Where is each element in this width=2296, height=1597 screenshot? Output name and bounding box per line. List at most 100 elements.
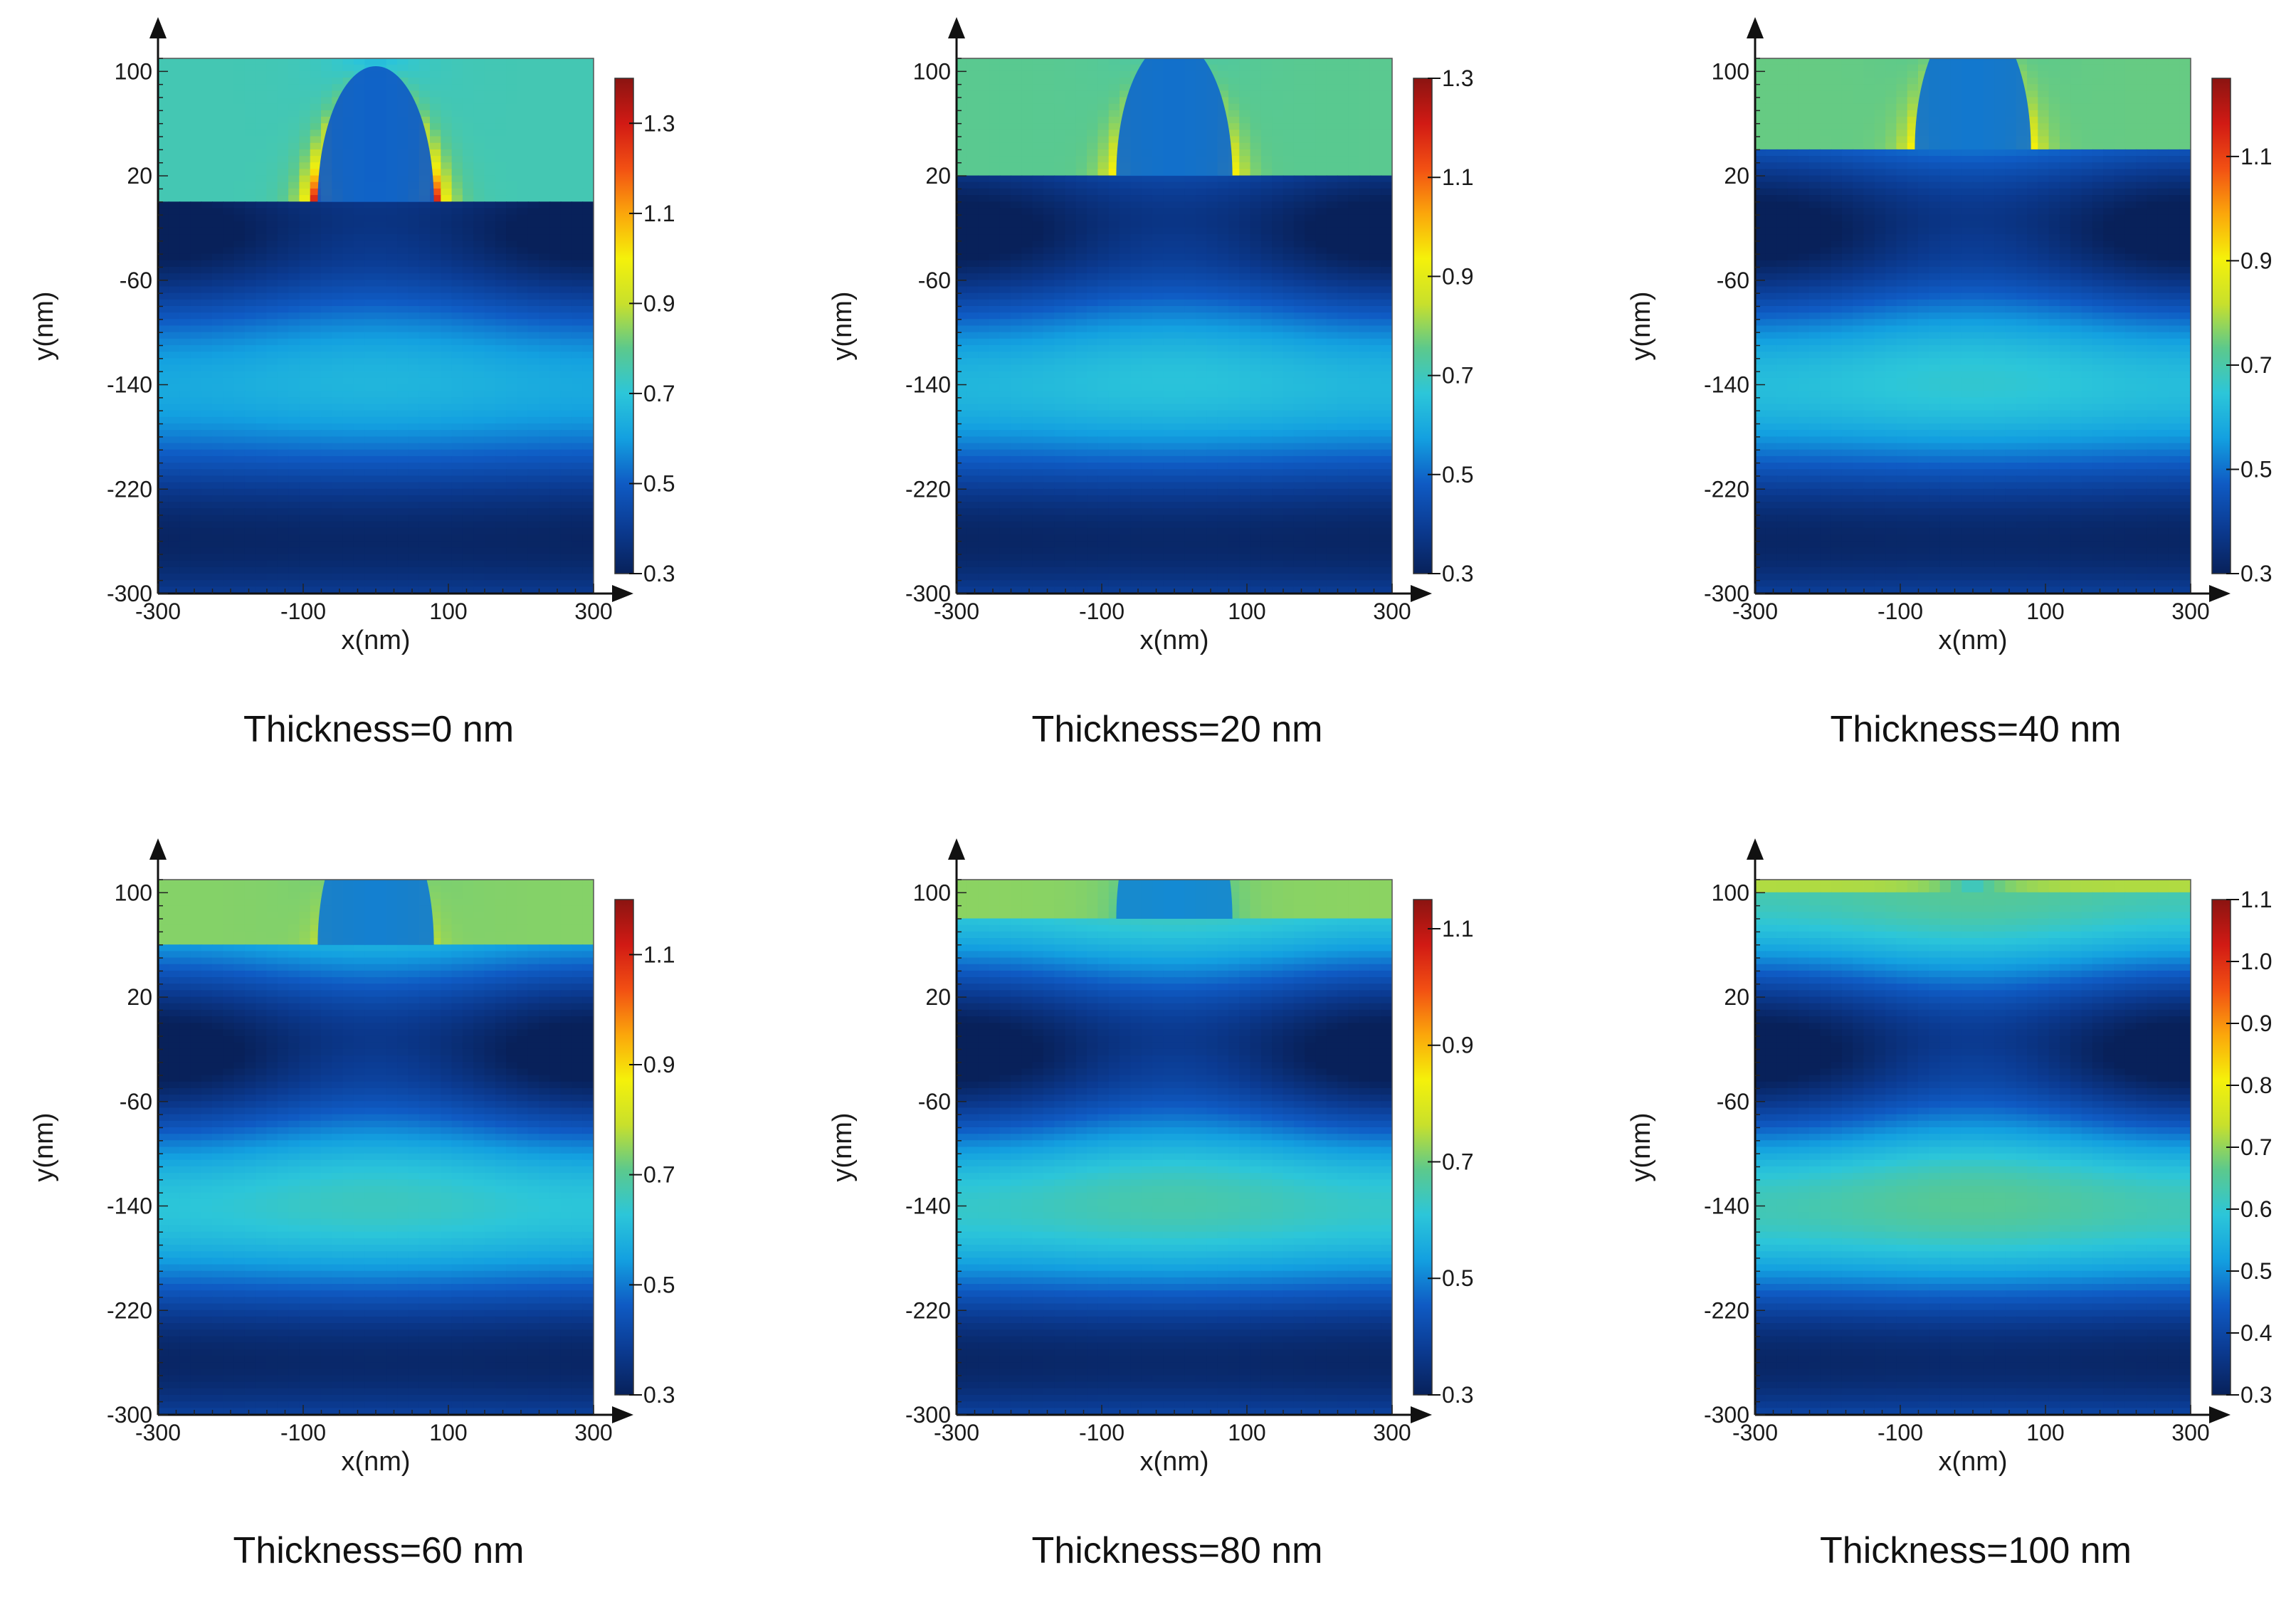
y-tick-label: -140	[107, 372, 152, 398]
y-axis-label: y(nm)	[1626, 291, 1656, 360]
y-axis-arrow-icon	[149, 838, 167, 860]
x-tick-label: 300	[2171, 1420, 2209, 1445]
x-tick-label: -300	[135, 1420, 181, 1445]
colorbar-tick-label: 1.1	[2240, 144, 2272, 169]
y-tick-label: -140	[1704, 1193, 1749, 1219]
colorbar-tick-label: 0.5	[2240, 1258, 2272, 1284]
y-tick-label: -140	[905, 1193, 951, 1219]
nanoparticle	[1116, 880, 1233, 919]
colorbar	[2211, 78, 2231, 574]
x-tick-label: -100	[280, 599, 326, 624]
colorbar-tick-label: 0.3	[643, 1382, 675, 1408]
y-tick-label: -220	[1704, 476, 1749, 502]
y-tick-label: -220	[905, 476, 951, 502]
nanoparticle	[1116, 58, 1233, 176]
colorbar	[1413, 78, 1433, 574]
x-axis-arrow-icon	[612, 585, 633, 602]
x-axis-label: x(nm)	[1938, 1447, 2007, 1477]
nanoparticle	[317, 880, 434, 945]
colorbar-tick-label: 0.7	[2240, 352, 2272, 378]
x-axis-label: x(nm)	[341, 626, 410, 655]
y-tick-label: -300	[905, 1402, 951, 1428]
colorbar-tick-label: 1.3	[1442, 65, 1473, 91]
colorbar-tick-label: 0.4	[2240, 1320, 2272, 1346]
y-tick-label: -220	[107, 476, 152, 502]
y-axis-label: y(nm)	[828, 1112, 858, 1181]
x-tick-label: 100	[429, 599, 467, 624]
colorbar-tick-label: 0.5	[643, 470, 675, 496]
x-axis-label: x(nm)	[1139, 626, 1208, 655]
colorbar-tick-label: 0.5	[643, 1272, 675, 1297]
y-tick-label: -300	[107, 581, 152, 606]
nanoparticle	[1915, 58, 2031, 150]
x-tick-label: -300	[135, 599, 181, 624]
colorbar-tick-label: 0.3	[1442, 1382, 1473, 1408]
colorbar-tick-label: 0.7	[643, 1162, 675, 1188]
panel-caption: Thickness=80 nm	[1032, 1530, 1323, 1571]
colorbar-tick-label: 0.5	[1442, 462, 1473, 487]
colorbar-tick-label: 1.1	[1442, 916, 1473, 942]
heatmap-field	[1755, 880, 2191, 1415]
panel-caption: Thickness=0 nm	[243, 709, 514, 750]
y-tick-label: 100	[1712, 880, 1749, 905]
y-tick-label: -300	[107, 1402, 152, 1428]
colorbar-tick-label: 0.9	[2240, 1011, 2272, 1036]
x-tick-label: -100	[1079, 1420, 1125, 1445]
y-tick-label: 20	[1724, 163, 1749, 189]
panel-caption: Thickness=40 nm	[1831, 709, 2122, 750]
heatmap-field	[957, 58, 1392, 594]
colorbar-tick-label: 0.7	[643, 381, 675, 406]
colorbar-tick-label: 0.3	[2240, 561, 2272, 586]
colorbar-tick-label: 1.3	[643, 110, 675, 136]
colorbar	[1413, 899, 1433, 1396]
x-tick-label: -100	[1079, 599, 1125, 624]
y-axis-label: y(nm)	[1626, 1112, 1656, 1181]
colorbar-tick-label: 0.5	[1442, 1265, 1473, 1291]
x-axis-arrow-icon	[1411, 1406, 1432, 1423]
heatmap-field	[158, 58, 594, 594]
colorbar-tick-label: 1.1	[1442, 164, 1473, 190]
colorbar-tick-label: 0.9	[2240, 248, 2272, 273]
heatmap-field	[1755, 58, 2191, 594]
y-tick-label: -140	[107, 1193, 152, 1219]
y-axis-arrow-icon	[1747, 838, 1764, 860]
x-tick-label: 100	[1228, 1420, 1265, 1445]
x-tick-label: -100	[1878, 599, 1923, 624]
colorbar-tick-label: 0.7	[1442, 363, 1473, 389]
nanoparticle	[317, 66, 434, 202]
colorbar-tick-label: 0.9	[643, 1052, 675, 1077]
x-tick-label: -100	[280, 1420, 326, 1445]
colorbar-tick-label: 0.9	[643, 290, 675, 316]
colorbar-tick-label: 0.3	[2240, 1382, 2272, 1408]
x-axis-label: x(nm)	[341, 1447, 410, 1477]
y-tick-label: 100	[913, 880, 951, 905]
y-tick-label: -300	[1704, 1402, 1749, 1428]
x-axis-arrow-icon	[2209, 1406, 2231, 1423]
x-axis-label: x(nm)	[1938, 626, 2007, 655]
colorbar-tick-label: 0.9	[1442, 1033, 1473, 1058]
colorbar-tick-label: 0.7	[2240, 1134, 2272, 1160]
y-tick-label: -60	[1717, 1089, 1749, 1114]
colorbar	[614, 899, 634, 1396]
y-tick-label: -300	[1704, 581, 1749, 606]
x-tick-label: -300	[934, 599, 979, 624]
colorbar-tick-label: 0.7	[1442, 1149, 1473, 1174]
x-tick-label: 300	[574, 599, 612, 624]
colorbar-tick-label: 1.1	[2240, 887, 2272, 912]
heatmap-field	[957, 880, 1392, 1415]
x-tick-label: 300	[1373, 1420, 1411, 1445]
y-tick-label: -60	[120, 268, 152, 293]
colorbar-tick-label: 0.8	[2240, 1072, 2272, 1098]
x-tick-label: 100	[1228, 599, 1265, 624]
x-tick-label: 100	[2026, 1420, 2064, 1445]
heatmap-panel-100: -300 -100 100 300 100 20 -60 -140 -220 -300 x(nm) y…	[1626, 838, 2272, 1571]
y-tick-label: -60	[1717, 268, 1749, 293]
colorbar-tick-label: 0.3	[1442, 561, 1473, 586]
panel-caption: Thickness=20 nm	[1032, 709, 1323, 750]
y-tick-label: -220	[1704, 1297, 1749, 1323]
y-tick-label: -220	[905, 1297, 951, 1323]
x-tick-label: -300	[1732, 1420, 1778, 1445]
heatmap-field	[158, 880, 594, 1415]
x-tick-label: 300	[574, 1420, 612, 1445]
